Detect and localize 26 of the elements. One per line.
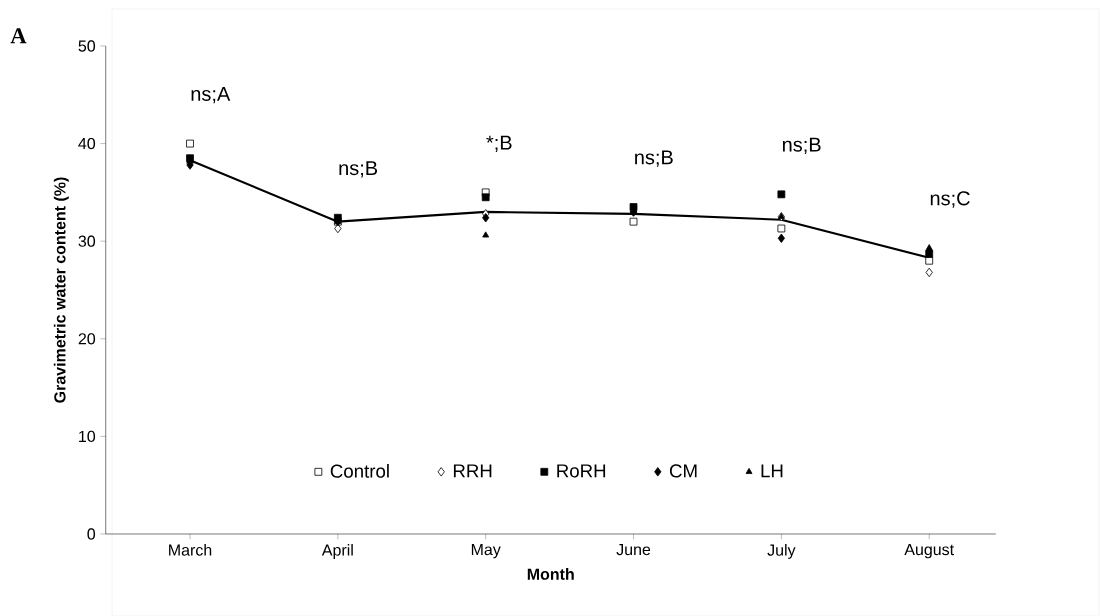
x-tick-label: August (904, 544, 954, 559)
annotation: ns;A (191, 87, 231, 104)
legend-label: CM (669, 464, 697, 478)
y-tick-label: 10 (79, 430, 96, 443)
y-tick-label: 20 (78, 333, 96, 345)
legend-label: RRH (453, 464, 492, 478)
x-axis-title: Month (527, 568, 574, 580)
text: A (10, 28, 27, 44)
y-tick-label: 50 (78, 40, 96, 52)
y-tick-label: 0 (87, 528, 96, 540)
annotation: *;B (486, 135, 512, 153)
y-tick-label: 30 (78, 235, 96, 247)
annotation: ns;B (339, 161, 378, 178)
y-axis-title: Gravimetric water content (%) (53, 177, 69, 403)
x-tick-label: May (471, 544, 501, 559)
x-tick-label: April (321, 544, 353, 559)
annotation: ns;B (635, 150, 673, 167)
legend-label: LH (761, 464, 783, 478)
x-tick-label: June (616, 544, 651, 556)
legend-label: Control (330, 464, 389, 478)
y-tick-label: 40 (78, 137, 96, 150)
annotation: ns;B (782, 137, 821, 155)
x-tick-label: July (767, 544, 796, 559)
annotation: ns;C (930, 191, 970, 208)
x-tick-label: March (169, 544, 212, 556)
legend-label: RoRH (557, 464, 606, 478)
